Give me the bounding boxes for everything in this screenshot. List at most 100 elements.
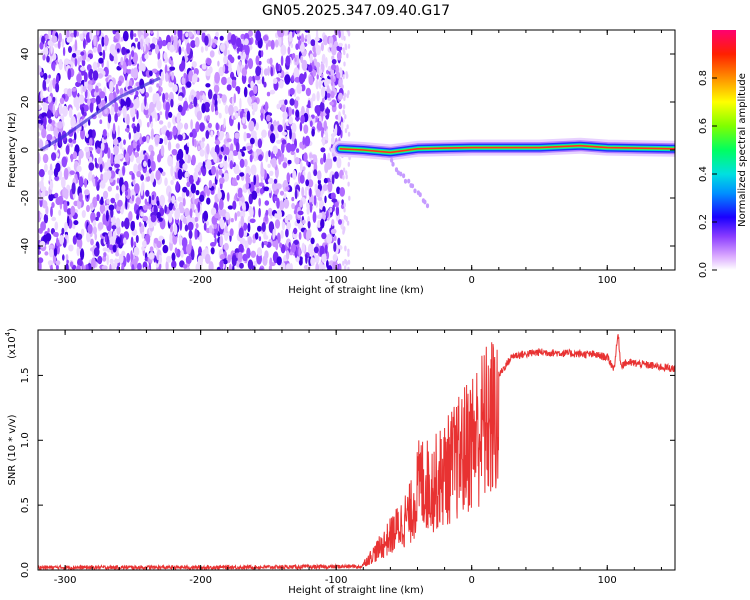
- noise-speckle: [46, 55, 50, 63]
- noise-speckle: [46, 109, 52, 120]
- noise-speckle: [144, 94, 147, 107]
- noise-speckle: [178, 46, 182, 56]
- noise-speckle: [194, 138, 197, 148]
- noise-speckle: [171, 195, 176, 204]
- noise-speckle: [130, 30, 134, 40]
- noise-speckle: [317, 220, 321, 228]
- noise-speckle: [184, 207, 190, 218]
- noise-speckle: [332, 253, 338, 262]
- noise-speckle: [58, 209, 62, 216]
- noise-speckle: [213, 151, 218, 163]
- noise-speckle: [289, 87, 295, 96]
- noise-speckle: [307, 64, 313, 73]
- noise-speckle: [58, 103, 63, 115]
- noise-speckle: [312, 211, 317, 224]
- noise-speckle: [234, 212, 238, 222]
- noise-speckle: [243, 158, 248, 168]
- noise-speckle: [89, 30, 93, 40]
- noise-speckle: [156, 100, 162, 112]
- noise-speckle: [56, 237, 59, 247]
- noise-speckle: [271, 182, 278, 191]
- noise-speckle: [45, 205, 49, 216]
- noise-speckle: [237, 151, 242, 160]
- noise-speckle: [100, 196, 104, 205]
- noise-speckle: [317, 170, 322, 181]
- noise-speckle: [336, 45, 343, 52]
- carrier-fragment: [391, 161, 395, 167]
- noise-speckle: [267, 207, 273, 217]
- noise-speckle: [241, 201, 246, 211]
- colorbar-label: Normalized spectral amplitude: [737, 73, 748, 227]
- noise-speckle: [278, 156, 282, 165]
- noise-speckle: [103, 141, 109, 154]
- noise-speckle: [246, 110, 251, 122]
- noise-speckle: [226, 77, 232, 85]
- noise-speckle: [123, 139, 126, 146]
- noise-speckle: [183, 100, 189, 111]
- noise-speckle: [229, 150, 234, 160]
- noise-speckle: [316, 91, 320, 102]
- noise-speckle: [135, 96, 140, 107]
- noise-speckle: [256, 187, 260, 194]
- noise-speckle: [343, 226, 346, 232]
- carrier-fragment: [399, 171, 403, 177]
- noise-speckle: [160, 145, 165, 157]
- noise-speckle: [343, 61, 346, 67]
- noise-speckle: [156, 200, 160, 207]
- noise-speckle: [233, 105, 239, 113]
- noise-speckle: [342, 167, 346, 173]
- noise-speckle: [182, 163, 188, 171]
- noise-speckle: [142, 240, 147, 248]
- noise-speckle: [221, 76, 227, 86]
- noise-speckle: [330, 192, 336, 200]
- noise-speckle: [258, 236, 262, 242]
- noise-speckle: [171, 149, 178, 156]
- noise-speckle: [74, 39, 78, 52]
- noise-speckle: [221, 173, 224, 178]
- noise-speckle: [293, 67, 300, 79]
- noise-speckle: [214, 71, 221, 84]
- spectrogram-y-tick-label: 40: [20, 48, 31, 61]
- noise-speckle: [75, 96, 80, 107]
- noise-speckle: [87, 80, 93, 85]
- noise-speckle: [125, 197, 128, 210]
- noise-speckle: [63, 58, 70, 65]
- noise-speckle: [250, 130, 257, 138]
- noise-speckle: [305, 87, 311, 97]
- noise-speckle: [38, 257, 44, 264]
- noise-speckle: [347, 161, 350, 167]
- noise-speckle: [303, 152, 308, 163]
- noise-speckle: [81, 106, 85, 116]
- noise-speckle: [268, 265, 272, 270]
- noise-speckle: [340, 30, 345, 41]
- noise-speckle: [345, 170, 348, 176]
- noise-speckle: [117, 125, 120, 137]
- noise-speckle: [247, 30, 253, 37]
- noise-speckle: [96, 82, 102, 87]
- noise-speckle: [285, 263, 292, 270]
- noise-speckle: [114, 163, 120, 168]
- noise-speckle: [45, 34, 49, 40]
- noise-speckle: [301, 186, 305, 198]
- noise-speckle: [161, 238, 165, 245]
- noise-speckle: [64, 234, 68, 240]
- noise-speckle: [136, 123, 140, 133]
- noise-speckle: [102, 129, 107, 137]
- noise-speckle: [276, 183, 282, 190]
- noise-speckle: [224, 230, 229, 242]
- noise-speckle: [294, 98, 299, 109]
- noise-speckle: [301, 41, 305, 53]
- noise-speckle: [275, 62, 279, 72]
- noise-speckle: [338, 263, 342, 270]
- noise-speckle: [218, 112, 222, 119]
- noise-speckle: [66, 37, 72, 43]
- noise-speckle: [311, 93, 316, 102]
- noise-speckle: [347, 43, 351, 49]
- noise-speckle: [321, 73, 324, 78]
- noise-speckle: [178, 234, 183, 246]
- noise-speckle: [236, 64, 240, 77]
- noise-speckle: [110, 106, 115, 116]
- noise-speckle: [339, 187, 346, 197]
- noise-speckle: [124, 152, 130, 163]
- noise-speckle: [255, 122, 259, 131]
